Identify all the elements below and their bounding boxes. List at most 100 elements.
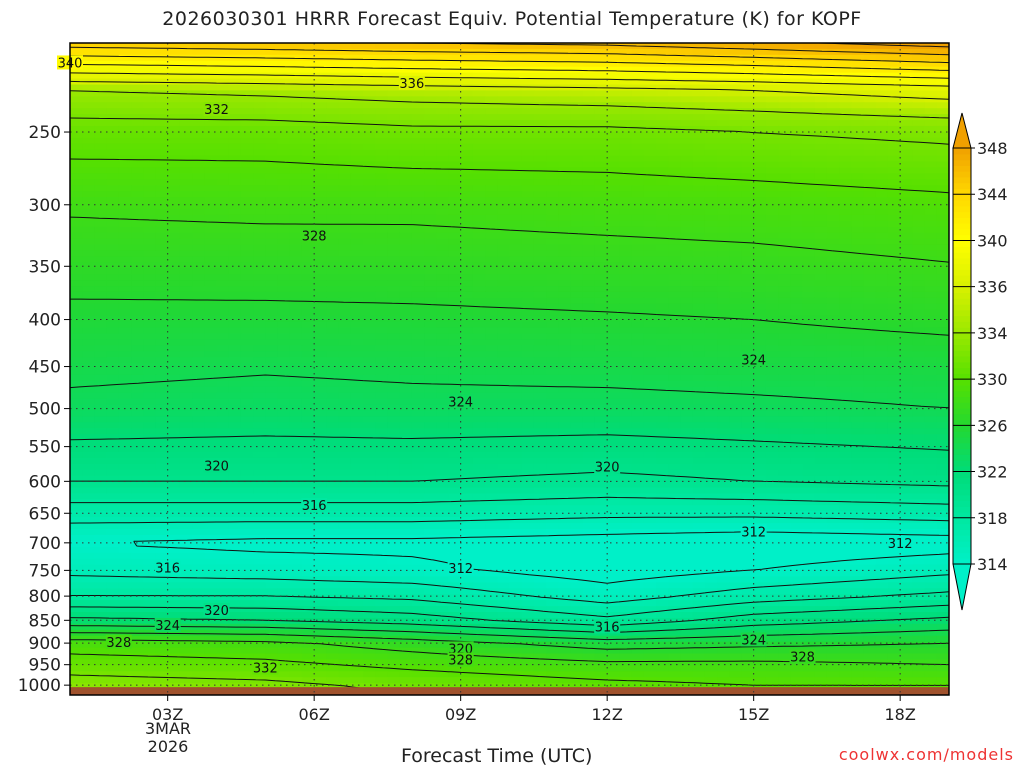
field-cell [363,268,376,275]
field-cell [521,410,535,418]
field-cell [94,90,108,97]
field-cell [839,66,852,74]
field-cell [387,78,401,86]
field-cell [765,60,779,68]
field-cell [155,380,169,388]
field-cell [448,203,462,210]
field-cell [387,84,401,92]
field-cell [277,96,291,103]
field-cell [204,220,218,228]
field-cell [131,386,144,394]
field-cell [155,244,169,252]
field-cell [448,369,462,376]
field-cell [192,197,205,204]
field-cell [375,72,389,80]
field-cell [594,386,608,394]
field-cell [546,90,559,97]
field-cell [936,262,949,269]
field-cell [106,351,120,358]
field-cell [375,333,389,340]
field-cell [155,297,169,305]
field-cell [643,351,657,358]
field-cell [448,280,462,287]
field-cell [70,369,83,376]
field-cell [350,291,364,299]
field-cell [70,125,83,133]
field-cell [411,244,425,252]
field-cell [424,108,437,115]
field-cell [314,351,327,358]
field-cell [533,274,547,281]
field-cell [704,244,718,252]
field-cell [277,43,291,50]
field-cell [912,161,926,169]
field-cell [448,333,462,340]
field-cell [375,161,389,169]
field-cell [533,386,547,394]
field-cell [118,197,132,204]
field-cell [387,451,401,459]
field-cell [216,256,230,263]
field-cell [533,410,547,418]
field-cell [924,167,938,174]
field-cell [607,43,620,50]
field-cell [607,137,620,145]
field-cell [533,173,547,180]
field-cell [692,351,706,358]
field-cell [912,262,926,269]
field-cell [521,48,535,56]
field-cell [289,280,303,287]
field-cell [570,274,584,281]
field-cell [619,66,633,74]
field-cell [729,96,743,103]
field-cell [790,428,804,435]
field-cell [277,291,291,299]
field-cell [790,351,804,358]
field-cell [570,149,584,157]
field-cell [619,392,633,400]
field-cell [375,102,389,109]
field-cell [375,280,389,287]
field-cell [912,286,926,293]
field-cell [155,416,169,423]
field-cell [70,120,83,127]
field-cell [924,102,938,109]
field-cell [521,131,535,139]
field-cell [460,256,474,263]
field-cell [277,203,291,210]
field-cell [204,66,218,74]
field-cell [424,214,437,222]
field-cell [839,363,852,370]
field-cell [289,167,303,174]
field-cell [314,66,327,74]
field-cell [497,72,511,80]
field-cell [717,214,730,222]
field-cell [131,197,144,204]
field-cell [582,244,596,252]
field-cell [680,404,694,412]
field-cell [558,315,572,323]
field-cell [94,102,108,109]
field-cell [253,84,266,92]
field-cell [411,404,425,412]
field-cell [607,191,620,198]
field-cell [594,286,608,293]
field-cell [143,220,157,228]
field-cell [741,203,755,210]
field-cell [717,410,730,418]
field-cell [863,131,877,139]
field-cell [558,380,572,388]
field-cell [277,280,291,287]
field-cell [521,339,535,346]
field-cell [82,274,96,281]
field-cell [143,179,157,186]
field-cell [680,256,694,263]
field-cell [717,315,730,323]
field-cell [912,125,926,133]
field-cell [131,321,144,329]
field-cell [94,351,108,358]
field-cell [717,232,730,240]
field-cell [94,125,108,133]
field-cell [179,102,193,109]
field-cell [155,363,169,370]
